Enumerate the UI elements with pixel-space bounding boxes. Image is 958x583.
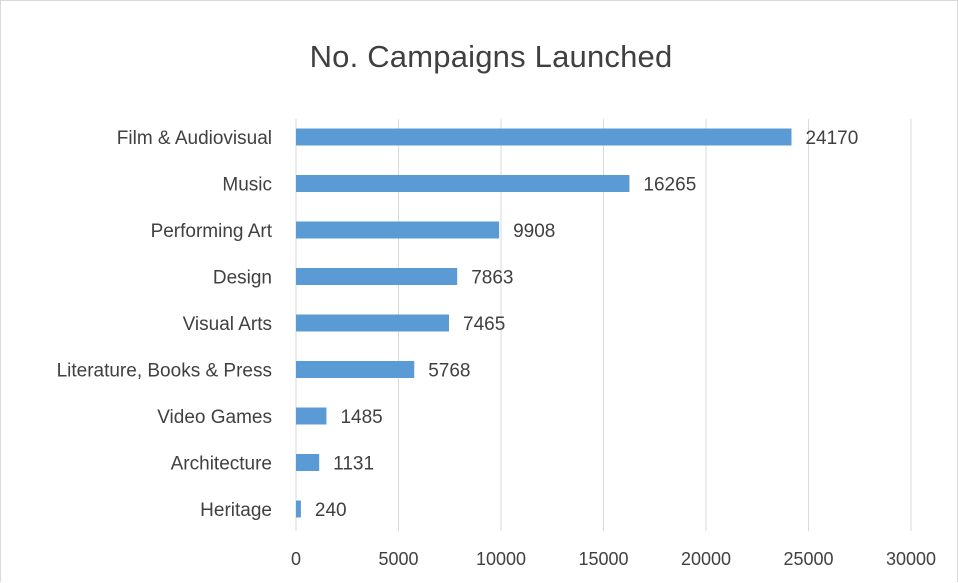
chart-title: No. Campaigns Launched <box>309 39 673 74</box>
data-label: 7863 <box>471 268 513 289</box>
bar-1 <box>296 175 630 192</box>
x-axis-ticks: 0 5000 10000 15000 20000 25000 30000 <box>291 549 936 569</box>
category-label: Music <box>222 175 272 196</box>
data-label: 5768 <box>428 361 470 382</box>
x-tick-label: 30000 <box>886 549 936 569</box>
bars <box>296 128 792 518</box>
x-tick-label: 20000 <box>681 549 731 569</box>
bar-7 <box>296 454 320 471</box>
data-label: 7465 <box>463 314 505 335</box>
bar-0 <box>296 128 792 146</box>
category-label: Performing Art <box>151 221 273 242</box>
category-labels: Film & Audiovisual Music Performing Art Des… <box>57 128 273 521</box>
category-label: Visual Arts <box>183 314 272 335</box>
data-labels: 24170 16265 9908 7863 7465 5768 1485 1131 240 <box>315 128 858 521</box>
data-label: 24170 <box>805 128 858 149</box>
x-tick-label: 0 <box>291 549 301 569</box>
x-tick-label: 10000 <box>476 549 526 569</box>
category-label: Literature, Books & Press <box>57 361 272 382</box>
x-tick-label: 25000 <box>783 549 833 569</box>
category-label: Heritage <box>200 500 272 521</box>
data-label: 1485 <box>340 407 382 428</box>
category-label: Video Games <box>157 407 272 428</box>
category-label: Architecture <box>171 454 272 475</box>
x-tick-label: 5000 <box>378 549 418 569</box>
category-label: Film & Audiovisual <box>117 128 272 149</box>
data-label: 240 <box>315 500 347 521</box>
bar-3 <box>296 268 458 285</box>
x-tick-label: 15000 <box>578 549 628 569</box>
category-label: Design <box>213 268 272 289</box>
data-label: 9908 <box>513 221 555 242</box>
bar-6 <box>296 407 327 425</box>
bar-2 <box>296 221 500 239</box>
bar-5 <box>296 361 415 378</box>
data-label: 16265 <box>643 175 696 196</box>
data-label: 1131 <box>333 454 374 475</box>
bar-8 <box>296 500 301 518</box>
bar-4 <box>296 314 450 332</box>
